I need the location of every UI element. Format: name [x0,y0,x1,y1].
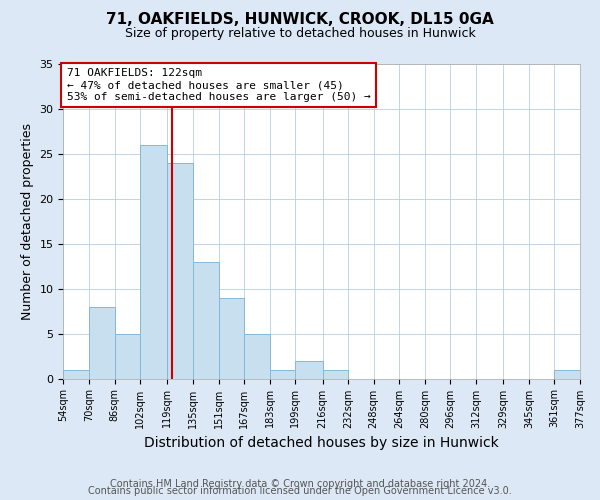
Text: 71 OAKFIELDS: 122sqm
← 47% of detached houses are smaller (45)
53% of semi-detac: 71 OAKFIELDS: 122sqm ← 47% of detached h… [67,68,370,102]
Y-axis label: Number of detached properties: Number of detached properties [21,123,34,320]
Text: Size of property relative to detached houses in Hunwick: Size of property relative to detached ho… [125,28,475,40]
Bar [218,298,244,378]
Bar [89,306,115,378]
Bar [323,370,348,378]
Bar [193,262,218,378]
Bar [167,163,193,378]
Text: Contains public sector information licensed under the Open Government Licence v3: Contains public sector information licen… [88,486,512,496]
X-axis label: Distribution of detached houses by size in Hunwick: Distribution of detached houses by size … [145,436,499,450]
Text: 71, OAKFIELDS, HUNWICK, CROOK, DL15 0GA: 71, OAKFIELDS, HUNWICK, CROOK, DL15 0GA [106,12,494,28]
Bar [554,370,580,378]
Bar [270,370,295,378]
Bar [115,334,140,378]
Bar [140,145,167,378]
Bar [64,370,89,378]
Bar [244,334,270,378]
Bar [295,360,323,378]
Text: Contains HM Land Registry data © Crown copyright and database right 2024.: Contains HM Land Registry data © Crown c… [110,479,490,489]
